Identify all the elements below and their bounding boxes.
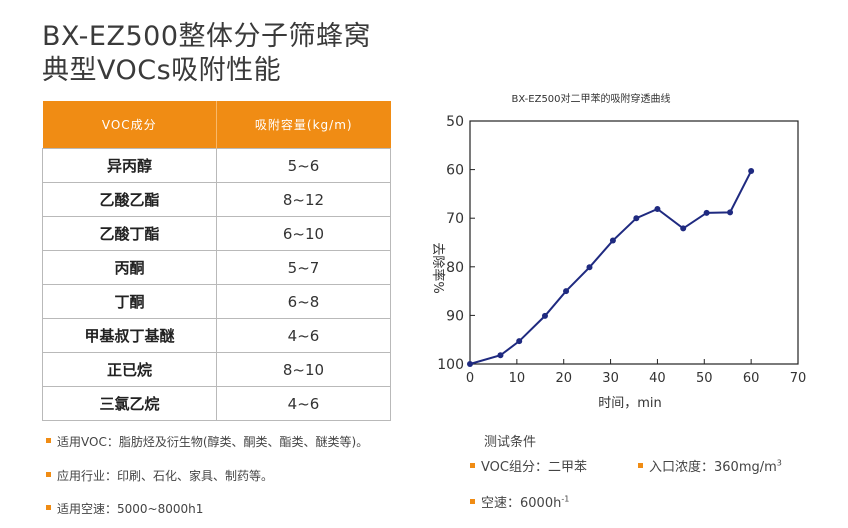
data-point: [516, 338, 523, 345]
note-text: 适用空速：5000~8000h1: [57, 502, 204, 516]
capacity-value: 8~12: [216, 182, 391, 217]
voc-name: 丁酮: [42, 284, 217, 319]
data-point: [680, 225, 687, 232]
y-tick-label: 60: [446, 163, 464, 179]
y-tick-label: 90: [446, 308, 464, 324]
capacity-value: 4~6: [216, 386, 391, 421]
header-voc-component: VOC成分: [42, 101, 217, 149]
chart-ticks: 0 10 20 30 40 50 60 70 50 60 70 80 90 100: [437, 114, 806, 386]
x-tick-label: 10: [509, 371, 526, 386]
table-row: 三氯乙烷 4~6: [42, 386, 391, 421]
condition-text: 入口浓度：360mg/m: [649, 460, 777, 475]
table-row: 乙酸丁酯 6~10: [42, 216, 391, 251]
table-row: 甲基叔丁基醚 4~6: [42, 318, 391, 353]
capacity-value: 6~10: [216, 216, 391, 251]
capacity-value: 6~8: [216, 284, 391, 319]
plot-frame: [469, 120, 799, 365]
x-tick-label: 50: [696, 371, 713, 386]
data-point: [467, 361, 473, 367]
voc-name: 甲基叔丁基醚: [42, 318, 217, 353]
note-space-velocity: 适用空速：5000~8000h1: [46, 500, 203, 517]
condition-text: 空速：6000h: [481, 496, 562, 511]
bullet-square-icon: [470, 499, 475, 504]
bullet-square-icon: [46, 472, 51, 477]
x-tick-label: 60: [743, 371, 760, 386]
y-tick-label: 70: [446, 211, 464, 227]
voc-name: 三氯乙烷: [42, 386, 217, 421]
data-point: [633, 215, 640, 222]
bullet-square-icon: [470, 463, 475, 468]
data-point: [609, 237, 616, 244]
superscript: -1: [561, 494, 570, 504]
x-tick-label: 30: [602, 371, 619, 386]
bullet-square-icon: [46, 438, 51, 443]
chart-axes: [469, 120, 799, 365]
table-row: 丁酮 6~8: [42, 284, 391, 319]
table-row: 丙酮 5~7: [42, 250, 391, 285]
x-tick-label: 20: [555, 371, 572, 386]
page-title-line2: 典型VOCs吸附性能: [42, 55, 282, 86]
voc-name: 丙酮: [42, 250, 217, 285]
test-conditions-title: 测试条件: [484, 435, 537, 450]
note-text: 适用VOC：脂肪烃及衍生物(醇类、酮类、酯类、醚类等)。: [57, 435, 369, 449]
data-point: [654, 205, 661, 212]
condition-space-velocity: 空速：6000h-1: [470, 492, 569, 511]
condition-text: VOC组分：二甲苯: [481, 460, 587, 475]
chart-series: [467, 168, 755, 367]
page-title-line1: BX-EZ500整体分子筛蜂窝: [42, 21, 372, 52]
header-adsorption-capacity: 吸附容量(kg/m): [216, 101, 391, 149]
voc-name: 异丙醇: [42, 148, 217, 183]
note-text: 应用行业：印刷、石化、家具、制药等。: [57, 469, 274, 483]
voc-adsorption-table: VOC成分 吸附容量(kg/m) 异丙醇 5~6 乙酸乙酯 8~12 乙酸丁酯 6~1…: [42, 101, 391, 421]
x-tick-label: 0: [466, 371, 474, 386]
capacity-value: 8~10: [216, 352, 391, 387]
y-tick-label: 100: [437, 357, 464, 373]
y-tick-label: 80: [446, 260, 464, 276]
capacity-value: 5~6: [216, 148, 391, 183]
voc-name: 正已烷: [42, 352, 217, 387]
y-tick-label: 50: [446, 114, 464, 130]
table-row: 乙酸乙酯 8~12: [42, 182, 391, 217]
chart-title: BX-EZ500对二甲苯的吸附穿透曲线: [511, 92, 670, 105]
condition-voc-component: VOC组分：二甲苯: [470, 456, 587, 475]
condition-inlet-concentration: 入口浓度：360mg/m3: [638, 456, 782, 475]
data-point: [586, 264, 593, 271]
y-axis-label: 去除率%: [430, 242, 446, 293]
x-tick-label: 40: [649, 371, 666, 386]
table-row: 正已烷 8~10: [42, 352, 391, 387]
capacity-value: 5~7: [216, 250, 391, 285]
bullet-square-icon: [638, 463, 643, 468]
table-row: 异丙醇 5~6: [42, 148, 391, 183]
note-industries: 应用行业：印刷、石化、家具、制药等。: [46, 467, 273, 484]
breakthrough-curve-chart: BX-EZ500对二甲苯的吸附穿透曲线 0 10 20 30 40 50 60 70 50 60 7…: [430, 92, 806, 411]
voc-name: 乙酸丁酯: [42, 216, 217, 251]
data-point: [541, 312, 548, 319]
note-applicable-voc: 适用VOC：脂肪烃及衍生物(醇类、酮类、酯类、醚类等)。: [46, 433, 368, 450]
capacity-value: 4~6: [216, 318, 391, 353]
bullet-square-icon: [46, 505, 51, 510]
data-point: [727, 209, 734, 216]
data-point: [703, 209, 710, 216]
table-header-row: VOC成分 吸附容量(kg/m): [42, 101, 391, 149]
data-point: [563, 288, 570, 295]
x-axis-label: 时间，min: [598, 396, 662, 411]
voc-name: 乙酸乙酯: [42, 182, 217, 217]
data-point: [748, 168, 755, 175]
x-tick-label: 70: [790, 371, 807, 386]
data-point: [497, 352, 504, 359]
superscript: 3: [776, 458, 782, 468]
series-line: [469, 170, 753, 365]
